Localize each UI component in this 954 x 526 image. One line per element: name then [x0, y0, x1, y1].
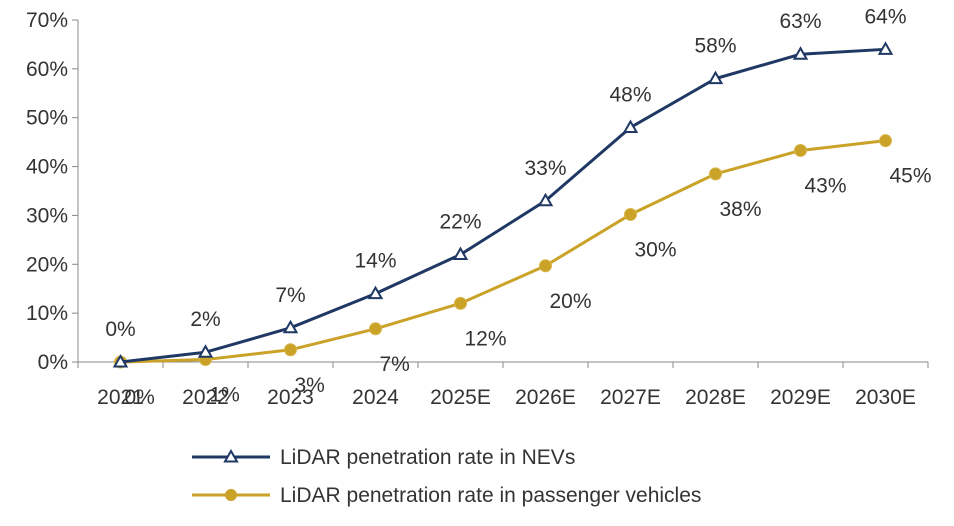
passenger-data-label: 3% [295, 374, 325, 397]
legend-label: LiDAR penetration rate in NEVs [280, 446, 575, 469]
x-axis: 2021 2022 2023 2024 2025E 2026E 2027E 2028E 2029… [77, 361, 929, 409]
y-tick-label: 20% [26, 253, 68, 276]
nev-point [282, 319, 299, 334]
x-tick-label: 2021 [97, 386, 144, 409]
passenger-data-label: 38% [720, 198, 762, 221]
nev-data-label: 22% [439, 211, 481, 234]
nev-point [197, 344, 214, 358]
series-layer [112, 41, 894, 369]
passenger-data-label: 43% [805, 174, 847, 197]
y-axis: 0% 10% 20% 30% 40% 50% 60% 70% [26, 9, 79, 374]
nev-data-label: 2% [190, 308, 220, 331]
nev-data-label: 33% [524, 157, 566, 180]
x-tick-label: 2030E [855, 386, 916, 409]
passenger-point [794, 143, 807, 157]
nev-data-label: 7% [275, 284, 305, 307]
data-labels: 0% 2% 7% 14% 22% 33% 48% 58% 63% 64% 0% 1% 3% 7% 12% 20… [105, 5, 931, 409]
x-tick-label: 2027E [600, 386, 661, 409]
x-tick-label: 2024 [352, 386, 399, 409]
nev-data-label: 0% [105, 318, 135, 341]
passenger-point [879, 134, 892, 148]
nev-point [622, 119, 639, 133]
x-tick-label: 2022 [182, 386, 229, 409]
y-tick-label: 30% [26, 204, 68, 227]
y-tick-label: 50% [26, 107, 68, 130]
passenger-data-label: 0% [125, 386, 155, 409]
passenger-point [539, 259, 552, 273]
nev-data-label: 64% [864, 5, 906, 28]
nev-point [792, 46, 809, 60]
x-tick-label: 2028E [685, 386, 746, 409]
nev-point [367, 285, 384, 300]
nev-point [877, 41, 894, 55]
passenger-point [624, 207, 637, 221]
x-tick-label: 2026E [515, 386, 576, 409]
nev-data-label: 63% [779, 10, 821, 33]
legend-label: LiDAR penetration rate in passenger vehi… [280, 484, 701, 507]
series-line-nevs [120, 47, 886, 364]
nev-point [537, 192, 554, 207]
nev-data-label: 14% [354, 250, 396, 273]
nev-data-label: 58% [694, 35, 736, 58]
passenger-point [454, 296, 467, 310]
series-line-passenger [120, 139, 886, 364]
y-tick-label: 0% [38, 351, 68, 374]
passenger-point [369, 322, 382, 336]
passenger-data-label: 1% [210, 384, 240, 407]
x-tick-label: 2023 [267, 386, 314, 409]
y-tick-label: 60% [26, 58, 68, 81]
y-tick-label: 70% [26, 9, 68, 32]
x-tick-label: 2025E [430, 386, 491, 409]
passenger-data-label: 12% [465, 327, 507, 350]
passenger-data-label: 30% [635, 238, 677, 261]
nev-data-label: 48% [609, 83, 651, 106]
x-tick-label: 2029E [770, 386, 831, 409]
nev-point [112, 353, 129, 368]
legend-triangle-marker [223, 448, 239, 463]
passenger-data-label: 20% [550, 290, 592, 313]
y-tick-label: 40% [26, 156, 68, 179]
passenger-point [709, 167, 722, 181]
nev-point [452, 246, 469, 261]
passenger-point [284, 343, 297, 357]
passenger-data-label: 7% [380, 353, 410, 376]
legend-circle-marker [225, 489, 237, 501]
nev-point [707, 70, 724, 85]
y-tick-label: 10% [26, 302, 68, 325]
legend: LiDAR penetration rate in NEVs LiDAR pene… [192, 446, 701, 507]
passenger-data-label: 45% [890, 165, 932, 188]
